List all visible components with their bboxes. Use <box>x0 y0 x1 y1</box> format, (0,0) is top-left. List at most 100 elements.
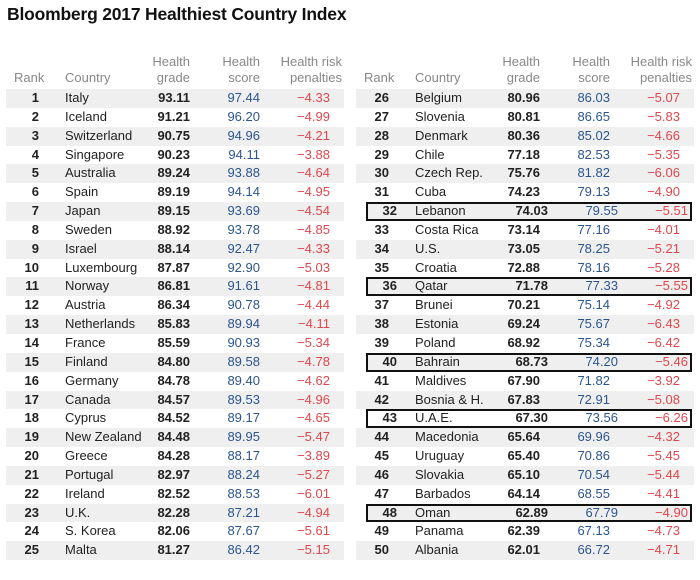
rank-cell: 5 <box>31 165 39 181</box>
health-score-cell: 89.94 <box>227 316 260 332</box>
health-grade-cell: 68.73 <box>515 353 548 369</box>
health-score-cell: 89.17 <box>227 410 260 426</box>
health-grade-cell: 74.03 <box>515 203 548 219</box>
penalty-cell: −5.45 <box>647 448 680 464</box>
country-cell: Oman <box>415 504 451 520</box>
health-score-cell: 69.96 <box>577 429 610 445</box>
table-row: 44 Macedonia 65.64 69.96 −4.32 <box>356 428 694 448</box>
health-grade-cell: 80.81 <box>507 108 540 124</box>
rank-cell: 47 <box>374 485 389 501</box>
rank-cell: 6 <box>31 184 39 200</box>
penalty-cell: −4.21 <box>297 127 330 143</box>
health-grade-cell: 86.34 <box>157 297 190 313</box>
penalty-cell: −5.21 <box>647 240 680 256</box>
rank-cell: 23 <box>24 504 39 520</box>
penalty-cell: −4.92 <box>647 297 680 313</box>
health-grade-cell: 90.75 <box>157 127 190 143</box>
health-grade-cell: 82.97 <box>157 466 190 482</box>
rank-cell: 7 <box>31 203 39 219</box>
country-cell: Estonia <box>415 316 459 332</box>
rank-cell: 34 <box>374 240 389 256</box>
country-cell: Greece <box>65 448 108 464</box>
rank-cell: 42 <box>374 391 389 407</box>
country-cell: U.S. <box>415 240 441 256</box>
rank-cell: 30 <box>374 165 389 181</box>
penalty-cell: −5.51 <box>655 203 688 219</box>
penalty-cell: −4.62 <box>297 372 330 388</box>
table-row: 9 Israel 88.14 92.47 −4.33 <box>6 239 344 259</box>
penalty-cell: −5.61 <box>297 523 330 539</box>
header-health-grade: Health grade <box>152 54 190 85</box>
table-row: 46 Slovakia 65.10 70.54 −5.44 <box>356 465 694 485</box>
table-row: 21 Portugal 82.97 88.24 −5.27 <box>6 465 344 485</box>
rank-cell: 39 <box>374 334 389 350</box>
country-cell: Germany <box>65 372 119 388</box>
country-cell: Qatar <box>415 278 448 294</box>
table-row: 45 Uruguay 65.40 70.86 −5.45 <box>356 447 694 466</box>
rank-cell: 48 <box>382 504 397 520</box>
rank-cell: 26 <box>374 90 389 105</box>
health-grade-cell: 69.24 <box>507 316 540 332</box>
country-cell: Slovenia <box>415 108 465 124</box>
health-score-cell: 91.61 <box>227 278 260 294</box>
penalty-cell: −4.11 <box>298 316 330 332</box>
penalty-cell: −5.44 <box>647 466 680 482</box>
table-row: 18 Cyprus 84.52 89.17 −4.65 <box>6 409 344 428</box>
table-row: 7 Japan 89.15 93.69 −4.54 <box>6 202 344 221</box>
health-grade-cell: 73.14 <box>507 221 540 237</box>
rank-cell: 38 <box>374 316 389 332</box>
health-score-cell: 74.20 <box>585 353 618 369</box>
country-cell: Italy <box>65 90 89 105</box>
country-cell: Panama <box>415 523 464 539</box>
health-score-cell: 88.53 <box>227 485 260 501</box>
health-score-cell: 92.47 <box>227 240 260 256</box>
health-grade-cell: 93.11 <box>158 90 190 105</box>
health-grade-cell: 62.89 <box>515 504 548 520</box>
rank-cell: 16 <box>24 372 39 388</box>
table-row: 23 U.K. 82.28 87.21 −4.94 <box>6 503 344 523</box>
rank-cell: 22 <box>24 485 39 501</box>
health-grade-cell: 86.81 <box>157 278 190 294</box>
rank-cell: 14 <box>24 334 39 350</box>
health-score-cell: 97.44 <box>227 90 260 105</box>
table-row: 47 Barbados 64.14 68.55 −4.41 <box>356 485 694 504</box>
penalty-cell: −4.66 <box>647 127 680 143</box>
health-score-cell: 88.17 <box>227 448 260 464</box>
health-score-cell: 89.58 <box>227 353 260 369</box>
health-score-cell: 75.14 <box>577 297 610 313</box>
rank-cell: 9 <box>31 240 39 256</box>
rank-cell: 40 <box>382 353 397 369</box>
penalty-cell: −4.99 <box>297 108 330 124</box>
rank-cell: 36 <box>382 278 397 294</box>
health-score-cell: 75.34 <box>577 334 610 350</box>
rank-cell: 49 <box>374 523 389 539</box>
country-cell: Sweden <box>65 221 112 237</box>
table-row: 34 U.S. 73.05 78.25 −5.21 <box>356 239 694 259</box>
penalty-cell: −4.71 <box>647 542 680 558</box>
country-cell: Denmark <box>415 127 468 143</box>
health-score-cell: 81.82 <box>577 165 610 181</box>
health-grade-cell: 77.18 <box>507 146 540 162</box>
penalty-cell: −5.34 <box>297 334 330 350</box>
penalty-cell: −4.64 <box>297 165 330 181</box>
table-row: 37 Brunei 70.21 75.14 −4.92 <box>356 296 694 315</box>
table-row: 20 Greece 84.28 88.17 −3.89 <box>6 447 344 466</box>
header-health-risk-penalties: Health risk penalties <box>630 54 692 85</box>
penalty-cell: −4.44 <box>297 297 330 313</box>
country-cell: Lebanon <box>415 203 466 219</box>
table-row: 35 Croatia 72.88 78.16 −5.28 <box>356 259 694 278</box>
rank-cell: 50 <box>374 542 389 558</box>
country-cell: Finland <box>65 353 108 369</box>
country-cell: Australia <box>65 165 116 181</box>
rank-cell: 41 <box>374 372 389 388</box>
penalty-cell: −4.85 <box>297 221 330 237</box>
country-cell: Luxembourg <box>65 259 138 275</box>
penalty-cell: −6.26 <box>655 410 688 426</box>
country-cell: Japan <box>65 203 101 219</box>
table-row: 39 Poland 68.92 75.34 −6.42 <box>356 334 694 353</box>
health-grade-cell: 82.28 <box>157 504 190 520</box>
health-score-cell: 87.21 <box>227 504 260 520</box>
health-score-cell: 67.79 <box>585 504 618 520</box>
health-score-cell: 92.90 <box>227 259 260 275</box>
health-score-cell: 90.93 <box>227 334 260 350</box>
